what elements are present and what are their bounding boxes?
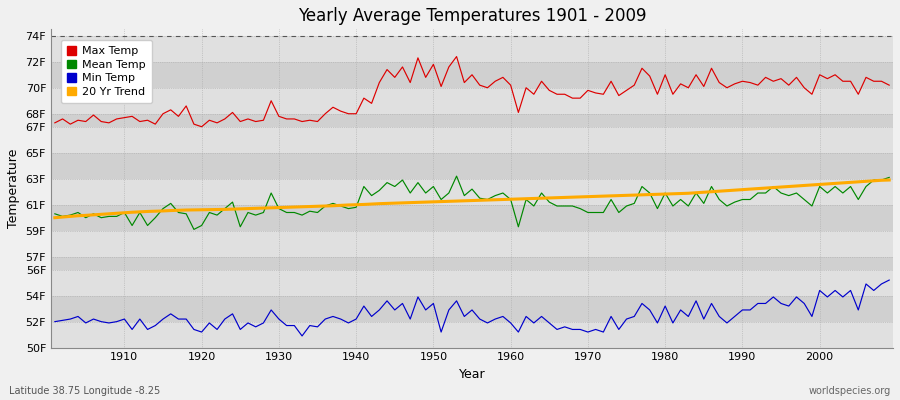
Bar bbox=[51, 231, 893, 257]
Text: Latitude 38.75 Longitude -8.25: Latitude 38.75 Longitude -8.25 bbox=[9, 386, 160, 396]
Bar bbox=[51, 127, 893, 153]
Bar bbox=[51, 270, 893, 296]
Bar bbox=[51, 36, 893, 62]
Bar bbox=[51, 322, 893, 348]
Text: worldspecies.org: worldspecies.org bbox=[809, 386, 891, 396]
Legend: Max Temp, Mean Temp, Min Temp, 20 Yr Trend: Max Temp, Mean Temp, Min Temp, 20 Yr Tre… bbox=[61, 40, 152, 103]
Y-axis label: Temperature: Temperature bbox=[7, 149, 20, 228]
Bar bbox=[51, 296, 893, 322]
Bar bbox=[51, 205, 893, 231]
X-axis label: Year: Year bbox=[459, 368, 485, 381]
Bar bbox=[51, 114, 893, 127]
Bar bbox=[51, 62, 893, 88]
Bar bbox=[51, 179, 893, 205]
Bar bbox=[51, 153, 893, 179]
Title: Yearly Average Temperatures 1901 - 2009: Yearly Average Temperatures 1901 - 2009 bbox=[298, 7, 646, 25]
Bar bbox=[51, 257, 893, 270]
Bar bbox=[51, 88, 893, 114]
